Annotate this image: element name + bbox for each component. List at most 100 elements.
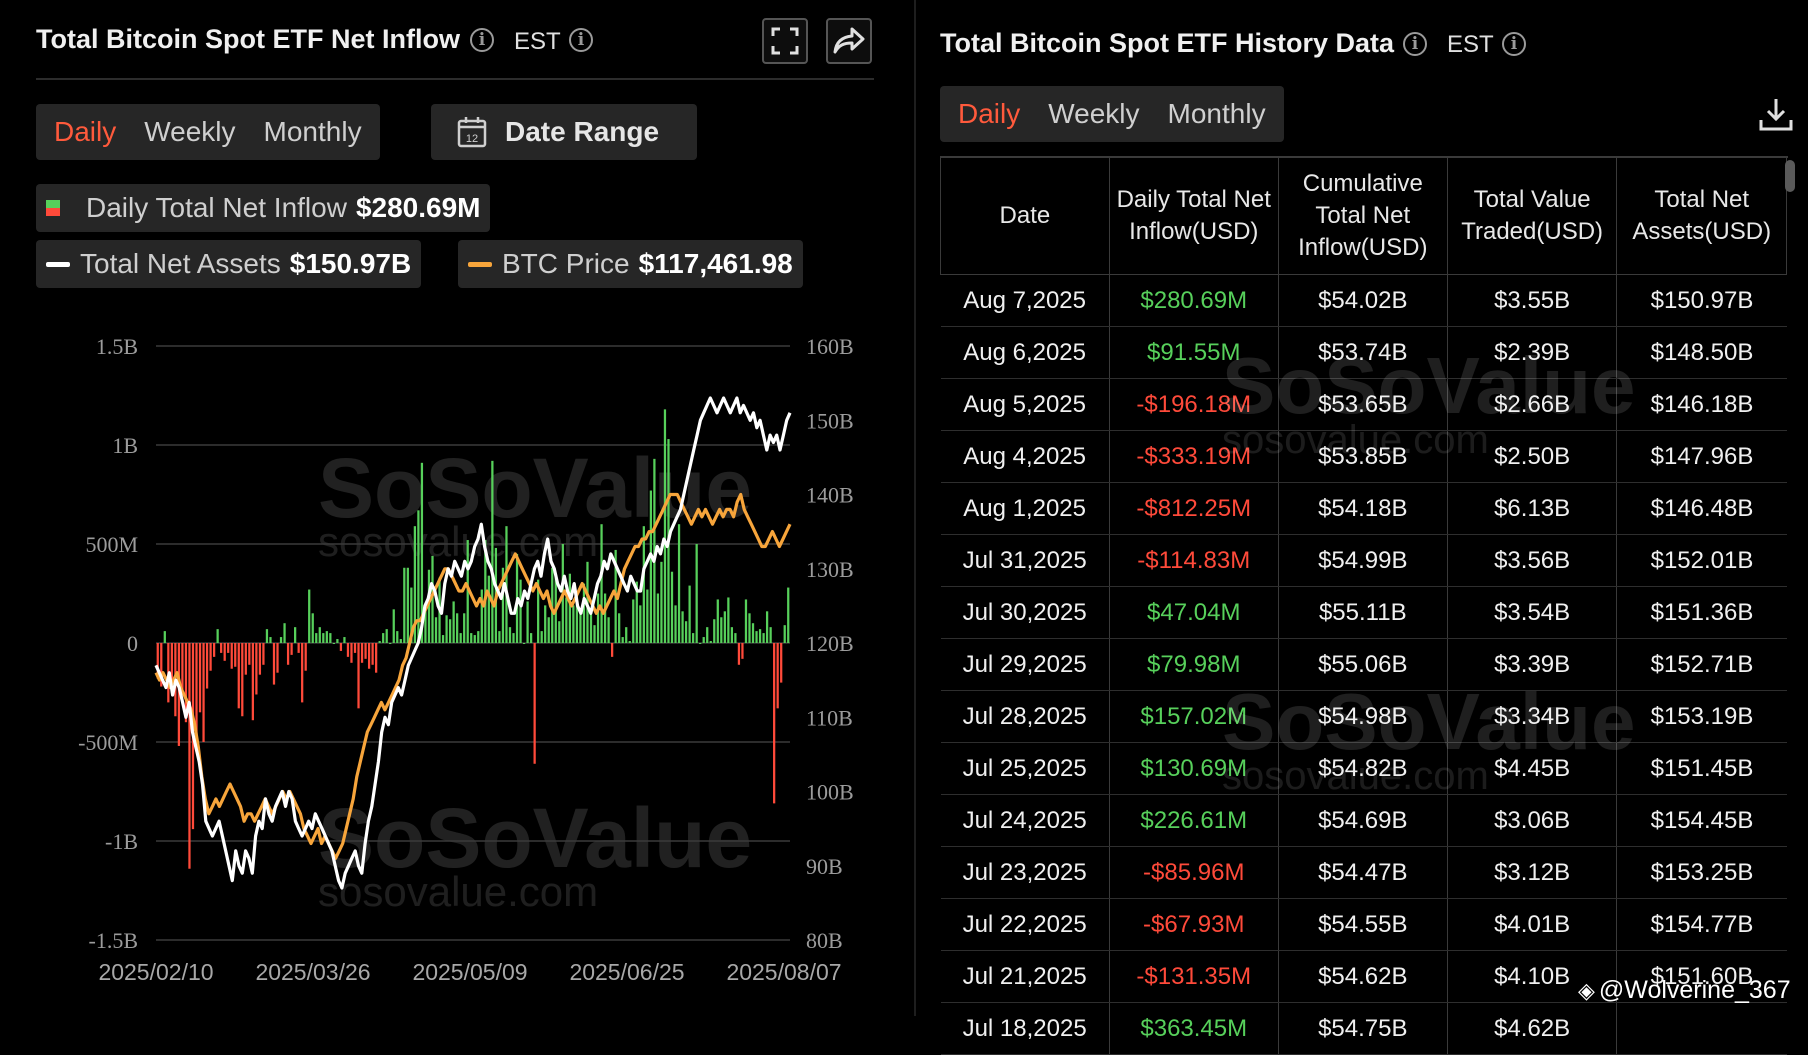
table-row: Jul 24,2025 $226.61M $54.69B $3.06B $154.45B	[940, 794, 1787, 847]
date-range-button[interactable]: 12 Date Range	[431, 104, 697, 160]
inflow-bar	[632, 599, 635, 643]
inflow-bar	[787, 587, 790, 643]
legend-btc-label: BTC Price	[502, 248, 630, 279]
inflow-bar	[642, 526, 645, 643]
cell-cumulative-inflow: $54.55B	[1278, 898, 1448, 951]
inflow-bar	[773, 643, 776, 804]
cell-daily-inflow: -$333.19M	[1109, 430, 1279, 483]
inflow-bar	[611, 643, 614, 657]
header-cumulative-inflow[interactable]: Cumulative Total Net Inflow(USD)	[1277, 158, 1448, 275]
cell-net-assets: $153.25B	[1616, 846, 1787, 899]
cell-net-assets: $146.48B	[1616, 482, 1787, 535]
inflow-chart: 1.5B 1B 500M 0 -500M -1B -1.5B 160B 150B 140B 130B…	[78, 334, 854, 985]
x-tick-label: 2025/06/25	[569, 959, 684, 985]
inflow-bar	[163, 631, 166, 643]
inflow-bar	[181, 643, 184, 693]
inflow-bar	[776, 643, 779, 709]
history-tab-weekly[interactable]: Weekly	[1048, 98, 1140, 129]
fullscreen-icon[interactable]	[762, 18, 808, 64]
cell-value-traded: $3.56B	[1447, 534, 1618, 587]
cell-cumulative-inflow: $54.99B	[1278, 534, 1448, 587]
inflow-bar	[547, 617, 550, 643]
inflow-bar	[727, 597, 730, 643]
inflow-bar	[371, 643, 374, 665]
table-scrollbar[interactable]	[1785, 160, 1795, 192]
legend-assets: Total Net Assets $150.97B	[36, 240, 422, 288]
inflow-bar	[160, 643, 163, 687]
table-watermark-url-2: sosovalue.com	[1222, 754, 1489, 798]
cell-net-assets: $147.96B	[1616, 430, 1787, 483]
calendar-icon: 12	[457, 117, 487, 148]
cell-daily-inflow: $91.55M	[1109, 326, 1279, 379]
header-date[interactable]: Date	[940, 158, 1110, 275]
cell-value-traded: $2.39B	[1447, 326, 1618, 379]
cell-date: Aug 6,2025	[940, 326, 1110, 379]
table-row: Aug 6,2025 $91.55M $53.74B $2.39B $148.50B	[940, 326, 1787, 379]
inflow-bar	[294, 627, 297, 643]
inflow-bar	[508, 627, 512, 643]
inflow-bar	[618, 613, 621, 643]
legend-inflow: Daily Total Net Inflow $280.69M	[36, 184, 491, 232]
inflow-bar	[248, 643, 251, 665]
history-info-icon[interactable]: i	[1403, 32, 1427, 56]
chart-watermark-brand-2: SoSoValue	[318, 791, 753, 885]
inflow-bar	[537, 579, 540, 643]
cell-value-traded: $3.39B	[1447, 638, 1618, 691]
cell-cumulative-inflow: $54.62B	[1278, 950, 1448, 1003]
history-tab-daily[interactable]: Daily	[958, 98, 1021, 129]
inflow-swatch-icon	[46, 200, 60, 216]
credit-label: ◈ @Wolverine_367	[1578, 976, 1791, 1005]
chart-title: Total Bitcoin Spot ETF Net Inflow	[36, 24, 460, 54]
inflow-bar	[290, 643, 293, 655]
tab-monthly[interactable]: Monthly	[263, 116, 362, 147]
inflow-bar	[336, 639, 339, 643]
inflow-bar	[202, 643, 205, 742]
inflow-bar	[353, 643, 357, 653]
cell-cumulative-inflow: $53.85B	[1278, 430, 1448, 483]
inflow-bar	[308, 589, 311, 643]
header-daily-inflow[interactable]: Daily Total Net Inflow(USD)	[1108, 158, 1279, 275]
cell-date: Jul 21,2025	[940, 950, 1110, 1003]
date-range-label: Date Range	[505, 116, 660, 147]
inflow-bar	[195, 643, 198, 752]
inflow-bar	[692, 633, 695, 643]
inflow-bar	[459, 633, 462, 643]
right-tick-label: 130B	[806, 557, 854, 582]
right-tick-label: 120B	[806, 631, 854, 656]
timezone-info-icon[interactable]: i	[569, 28, 593, 52]
download-icon[interactable]	[1758, 96, 1794, 137]
cell-value-traded: $3.06B	[1447, 794, 1618, 847]
inflow-bar	[607, 617, 610, 643]
inflow-bar	[603, 593, 607, 643]
inflow-bar	[272, 643, 276, 685]
inflow-bar	[716, 599, 719, 643]
table-row: Jul 29,2025 $79.98M $55.06B $3.39B $152.71B	[940, 638, 1787, 691]
right-tick-label: 90B	[806, 854, 843, 879]
header-value-traded[interactable]: Total Value Traded(USD)	[1446, 158, 1618, 275]
inflow-bar	[730, 627, 734, 643]
cell-date: Jul 22,2025	[940, 898, 1110, 951]
inflow-bar	[170, 643, 173, 693]
legend-inflow-label: Daily Total Net Inflow	[86, 192, 347, 223]
inflow-bar	[769, 627, 772, 643]
cell-net-assets: $146.18B	[1616, 378, 1787, 431]
history-tab-monthly[interactable]: Monthly	[1167, 98, 1266, 129]
history-timezone-info-icon[interactable]: i	[1502, 32, 1526, 56]
table-row: Jul 25,2025 $130.69M $54.82B $4.45B $151.45B	[940, 742, 1787, 795]
legend-inflow-value: $280.69M	[355, 192, 481, 223]
info-icon[interactable]: i	[470, 28, 494, 52]
cell-cumulative-inflow: $53.74B	[1278, 326, 1448, 379]
left-tick-label: 1.5B	[96, 334, 138, 359]
inflow-bar	[706, 627, 709, 643]
inflow-bar	[463, 613, 466, 643]
timezone-label: EST	[514, 28, 561, 55]
share-icon[interactable]	[826, 18, 872, 64]
tab-weekly[interactable]: Weekly	[144, 116, 236, 147]
header-net-assets[interactable]: Total Net Assets(USD)	[1616, 158, 1787, 275]
tab-daily[interactable]: Daily	[54, 116, 117, 147]
inflow-bar	[364, 643, 367, 659]
inflow-bar	[762, 633, 765, 643]
legend-assets-value: $150.97B	[289, 248, 412, 279]
chart-watermark-brand: SoSoValue	[318, 441, 753, 535]
cell-daily-inflow: -$131.35M	[1109, 950, 1279, 1003]
